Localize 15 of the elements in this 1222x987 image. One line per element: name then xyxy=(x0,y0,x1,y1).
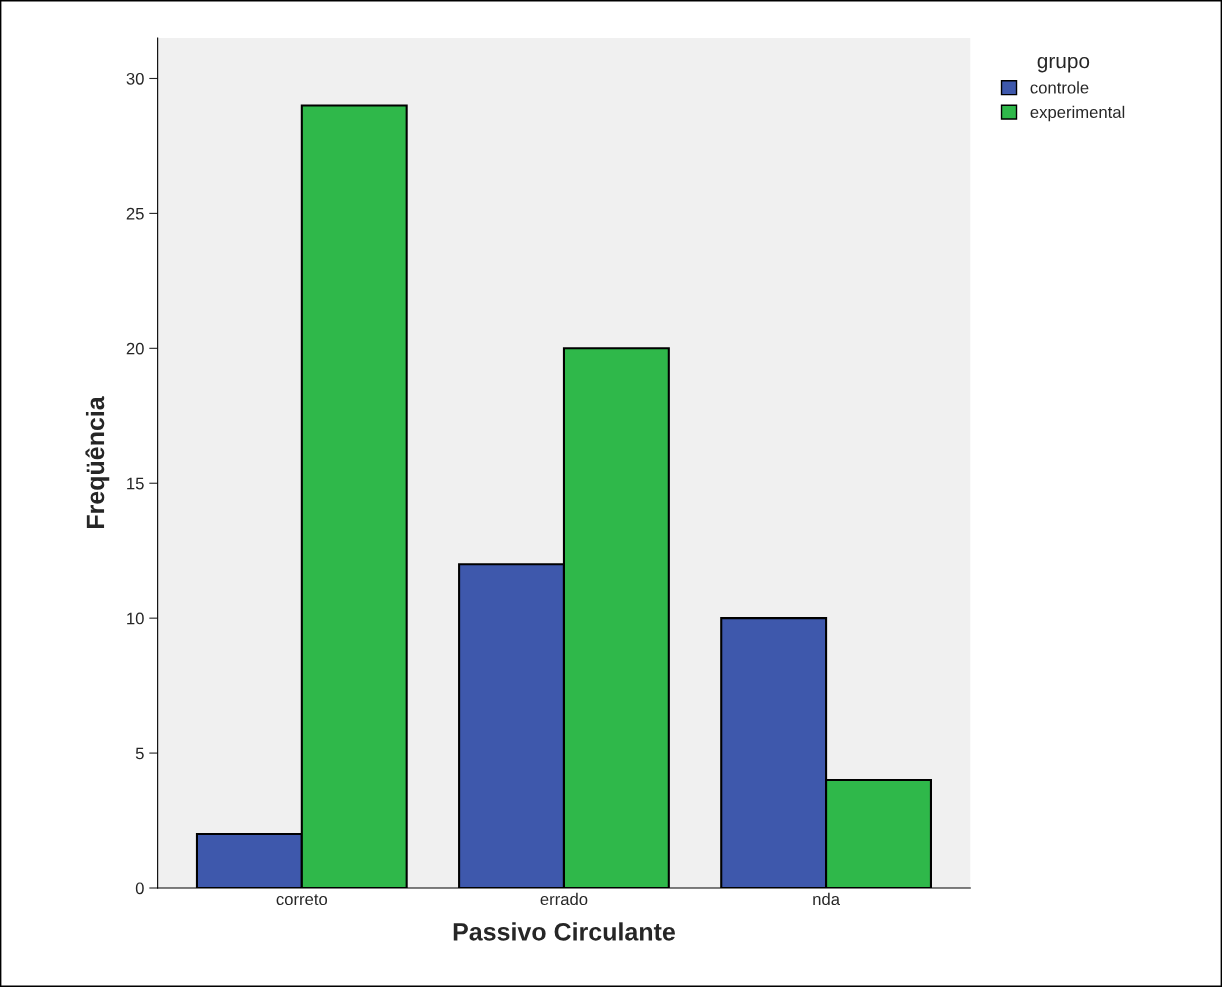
x-tick-label: nda xyxy=(813,892,840,906)
x-tick-label: errado xyxy=(540,892,588,906)
legend-label: experimental xyxy=(1030,105,1125,122)
y-tick-label: 0 xyxy=(135,882,144,895)
y-tick-label: 15 xyxy=(127,477,144,490)
x-tick-label: correto xyxy=(276,894,328,906)
y-tick-label: 25 xyxy=(126,207,144,220)
legend-title: grupo xyxy=(1037,56,1090,73)
y-tick-label: 30 xyxy=(126,72,144,85)
y-axis-title: Freqüência xyxy=(85,396,110,529)
x-axis-title: Passivo Circulante xyxy=(453,922,675,941)
y-tick-label: 5 xyxy=(135,747,144,760)
y-tick-label: 20 xyxy=(126,342,144,355)
legend-label: controle xyxy=(1030,81,1089,94)
y-tick-label: 10 xyxy=(127,612,144,625)
